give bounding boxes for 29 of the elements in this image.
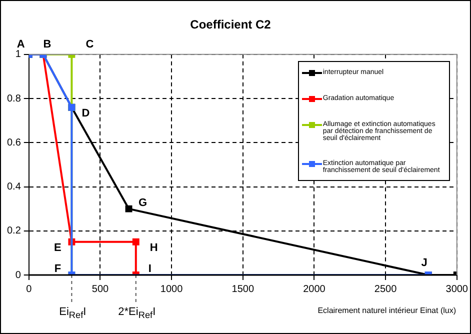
- y-tick-label: 0.8: [6, 93, 22, 104]
- point: [132, 238, 140, 246]
- x-tick-label: 2500: [374, 284, 398, 295]
- annotation: C: [86, 38, 94, 50]
- annotation: E: [54, 242, 62, 254]
- annotation: J: [421, 257, 428, 270]
- annotation: D: [82, 107, 90, 120]
- x-tick-label: 1000: [160, 284, 184, 295]
- x-axis-title: Eclairement naturel intérieur Einat (lux): [318, 306, 456, 315]
- x-tick-label: 500: [92, 284, 110, 295]
- annotation: G: [138, 196, 148, 209]
- annotation: A: [16, 38, 25, 50]
- chart-title: Coefficient C2: [190, 18, 272, 32]
- ref-line-label: Ei$_{Ref}$I: [59, 306, 86, 320]
- x-tick-label: 0: [26, 284, 32, 295]
- y-tick-label: 0.6: [6, 137, 22, 148]
- x-tick-label: 2000: [303, 284, 326, 295]
- x-tick-label: 1500: [232, 284, 254, 295]
- annotation: I: [148, 263, 152, 276]
- y-tick-label: 1: [15, 49, 22, 60]
- y-tick-label: 0.4: [6, 182, 22, 193]
- annotation: B: [43, 38, 52, 50]
- y-tick-label: 0.2: [6, 226, 22, 237]
- annotation: F: [54, 263, 62, 276]
- point: [125, 205, 132, 212]
- annotation: H: [150, 242, 158, 254]
- x-tick-label: 3000: [446, 284, 468, 295]
- y-tick-label: 0: [15, 270, 22, 281]
- ref-line-label: 2*Ei$_{Ref}$I: [118, 306, 156, 320]
